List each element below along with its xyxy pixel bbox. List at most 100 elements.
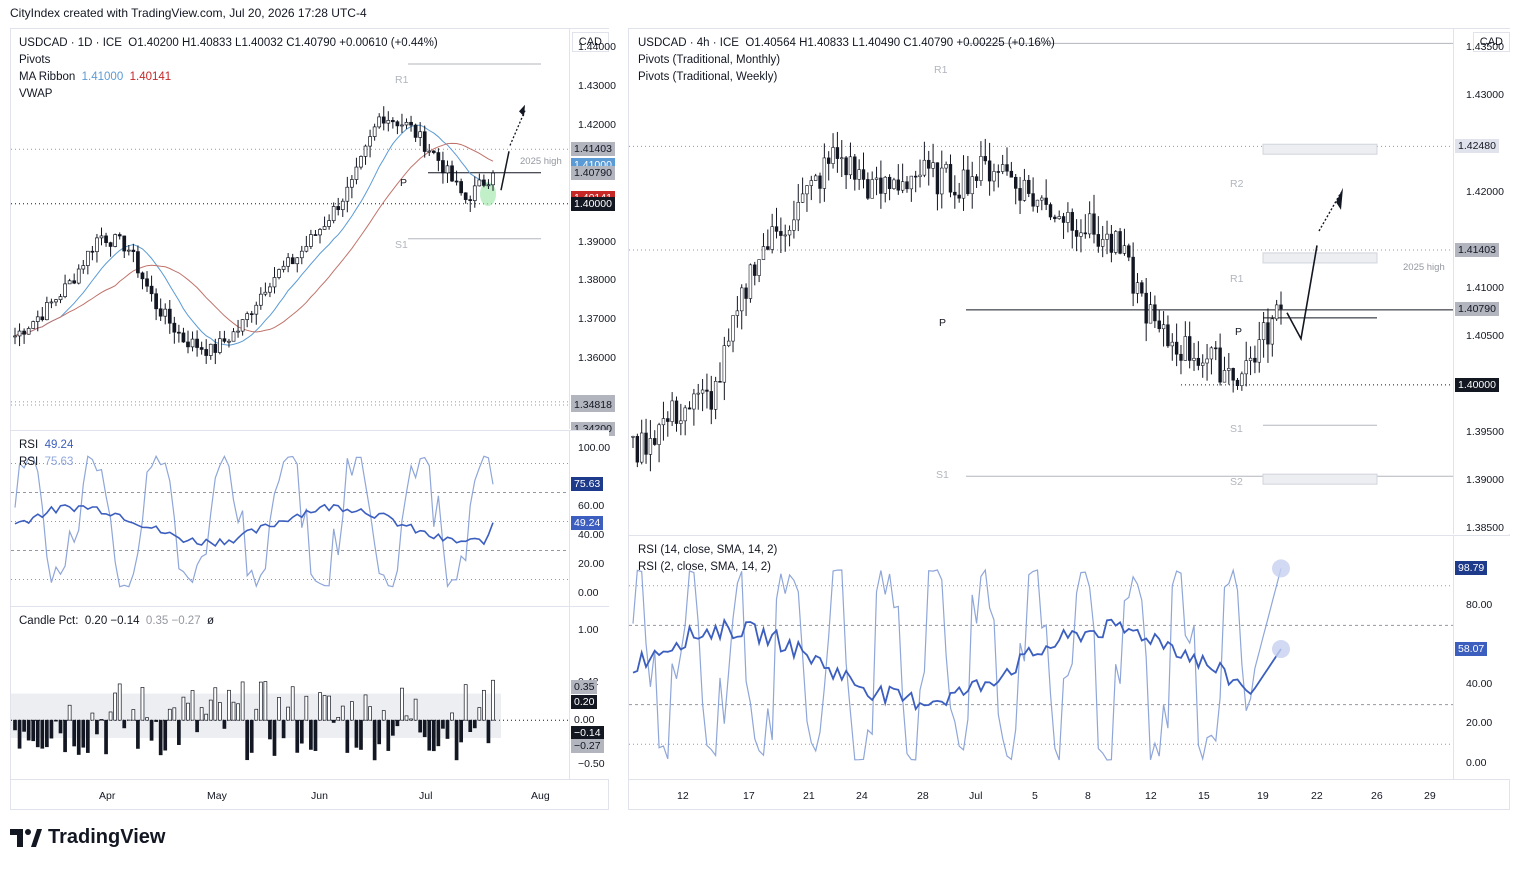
right-candle-body <box>1066 212 1070 223</box>
left-rsi-plot[interactable]: RSI 49.24 RSI 75.63 <box>11 430 569 606</box>
right-time-tick: 28 <box>917 790 929 802</box>
right-candle-body <box>1248 357 1253 361</box>
right-time-axis[interactable]: 12 17 21 24 28 Jul 5 8 12 15 19 22 26 29 <box>629 779 1509 810</box>
right-candle-body <box>874 177 879 180</box>
left-rsi-axis[interactable]: 100.00 60.00 40.00 20.00 0.00 75.63 49.24 <box>569 430 610 606</box>
right-candle-body <box>1083 232 1087 235</box>
right-pivots-weekly[interactable]: Pivots (Traditional, Weekly) <box>638 71 778 83</box>
right-candle-body <box>1031 193 1035 207</box>
left-candle-pct-bar <box>272 719 277 756</box>
right-candle-body <box>666 418 670 422</box>
tradingview-logo[interactable]: TradingView <box>10 826 165 849</box>
left-candle-plot[interactable]: Candle Pct: 0.20 −0.14 0.35 −0.27 ø <box>11 606 569 779</box>
left-rsi2-label[interactable]: RSI <box>19 456 39 468</box>
right-chart-panel[interactable]: USDCAD · 4h · ICE O1.40564 H1.40833 L1.4… <box>628 28 1510 810</box>
left-candle-tick: −0.50 <box>578 757 605 770</box>
right-rsi-tick: 20.00 <box>1466 717 1493 730</box>
left-candle-pct-bar <box>290 686 295 721</box>
left-candle-pct-bar <box>477 707 482 721</box>
left-candle-body <box>363 145 368 157</box>
left-candle-body <box>218 338 222 353</box>
right-candle-body <box>1231 368 1235 381</box>
left-symbol[interactable]: USDCAD · 1D · ICE <box>19 37 122 49</box>
left-rsi-label[interactable]: RSI <box>19 439 39 451</box>
left-candle-body <box>181 332 186 343</box>
right-candle-body <box>957 194 961 199</box>
left-time-tick: May <box>207 790 227 802</box>
right-rsi-plot[interactable]: RSI (14, close, SMA, 14, 2) RSI (2, clos… <box>629 535 1453 779</box>
left-candle-body <box>268 286 272 293</box>
right-candle-body <box>927 159 931 169</box>
left-candle-body <box>491 172 495 186</box>
right-price-axis[interactable]: CAD 1.43500 1.43000 1.42000 1.41000 1.40500 1… <box>1453 29 1510 534</box>
right-pivot-box-R1 <box>1262 252 1378 264</box>
left-candle-pct-bar <box>268 719 272 740</box>
right-candle-body <box>866 179 870 199</box>
right-candle-body <box>827 157 831 164</box>
right-time-tick: 24 <box>856 790 868 802</box>
left-price-plot[interactable]: USDCAD · 1D · ICE O1.40200 H1.40833 L1.4… <box>11 29 569 429</box>
right-candle-body <box>1096 234 1101 247</box>
right-rsi14-label[interactable]: RSI (14, close, SMA, 14, 2) <box>638 544 778 556</box>
left-candle-svg <box>11 679 569 761</box>
left-candle-pct-bar <box>72 719 77 747</box>
right-candle-body <box>1048 204 1053 218</box>
left-candle-pct-bar <box>199 707 204 721</box>
right-candle-body <box>766 246 770 250</box>
left-candle-body <box>104 235 108 243</box>
left-candle-pct-bar <box>336 716 341 721</box>
chart-header: CityIndex created with TradingView.com, … <box>10 6 367 20</box>
left-candle-body <box>122 235 127 252</box>
left-candle-body <box>26 328 31 335</box>
left-time-tick: Jul <box>419 790 433 802</box>
left-ma-label[interactable]: MA Ribbon <box>19 71 76 83</box>
left-price-tick: 1.42000 <box>578 119 616 132</box>
left-vwap-label[interactable]: VWAP <box>19 88 53 100</box>
right-pivot-box-S2 <box>1262 473 1378 485</box>
left-pivots-label[interactable]: Pivots <box>19 54 51 66</box>
right-pivot-box-R2 <box>1262 143 1378 155</box>
left-candle-pct-bar <box>472 719 477 729</box>
right-candle-body <box>861 169 866 180</box>
left-candle-body <box>390 120 395 123</box>
right-rsi2-label[interactable]: RSI (2, close, SMA, 14, 2) <box>638 561 771 573</box>
left-candle-pct-bar <box>85 719 90 753</box>
left-candle-body <box>431 150 436 153</box>
left-candle-pct-bar <box>304 695 309 721</box>
right-candle-body <box>840 157 844 160</box>
left-candle-pct-bar <box>354 719 359 748</box>
left-candle-pct-bar <box>231 701 236 721</box>
right-symbol[interactable]: USDCAD · 4h · ICE <box>638 37 739 49</box>
left-candle-label[interactable]: Candle Pct: <box>19 615 79 627</box>
right-rsi-axis[interactable]: 80.00 40.00 20.00 0.00 98.79 58.07 <box>1453 535 1510 779</box>
right-candle-body <box>1035 199 1040 207</box>
right-candle-body <box>744 287 748 299</box>
right-candle-body <box>848 156 853 176</box>
right-rsi-fast-line <box>632 568 1282 762</box>
left-currency-button[interactable]: CAD <box>571 32 609 52</box>
right-candle-body <box>918 174 922 178</box>
right-candle-body <box>844 157 848 176</box>
right-candle-body <box>1274 304 1279 320</box>
right-pivots-monthly[interactable]: Pivots (Traditional, Monthly) <box>638 54 781 66</box>
left-r1-label: R1 <box>395 74 409 86</box>
left-time-axis[interactable]: Apr May Jun Jul Aug <box>11 779 608 810</box>
left-price-axis[interactable]: CAD 1.44000 1.43000 1.42000 1.39000 1.38000 1… <box>569 29 616 436</box>
right-price-plot[interactable]: USDCAD · 4h · ICE O1.40564 H1.40833 L1.4… <box>629 29 1453 534</box>
right-price-tag: 1.40790 <box>1455 301 1499 316</box>
left-candle-body <box>313 234 318 236</box>
left-rsi-tick: 60.00 <box>578 500 605 512</box>
right-currency-button[interactable]: CAD <box>1472 32 1510 52</box>
left-candle-body <box>277 269 281 278</box>
left-candle-pct-bar <box>122 719 127 729</box>
left-price-tick: 1.43000 <box>578 80 616 93</box>
left-candle-tag: −0.14 <box>571 725 604 740</box>
left-candle-body <box>195 338 199 348</box>
left-candle-pct-bar <box>58 719 63 734</box>
left-candle-axis[interactable]: 1.000.42−0.500.350.200.00−0.14−0.27 <box>569 606 609 779</box>
left-candle-body <box>113 234 118 247</box>
left-candle-pct-bar <box>54 719 58 722</box>
left-candle-body <box>58 296 63 301</box>
left-candle-body <box>422 131 427 152</box>
left-chart-panel[interactable]: USDCAD · 1D · ICE O1.40200 H1.40833 L1.4… <box>10 28 616 810</box>
